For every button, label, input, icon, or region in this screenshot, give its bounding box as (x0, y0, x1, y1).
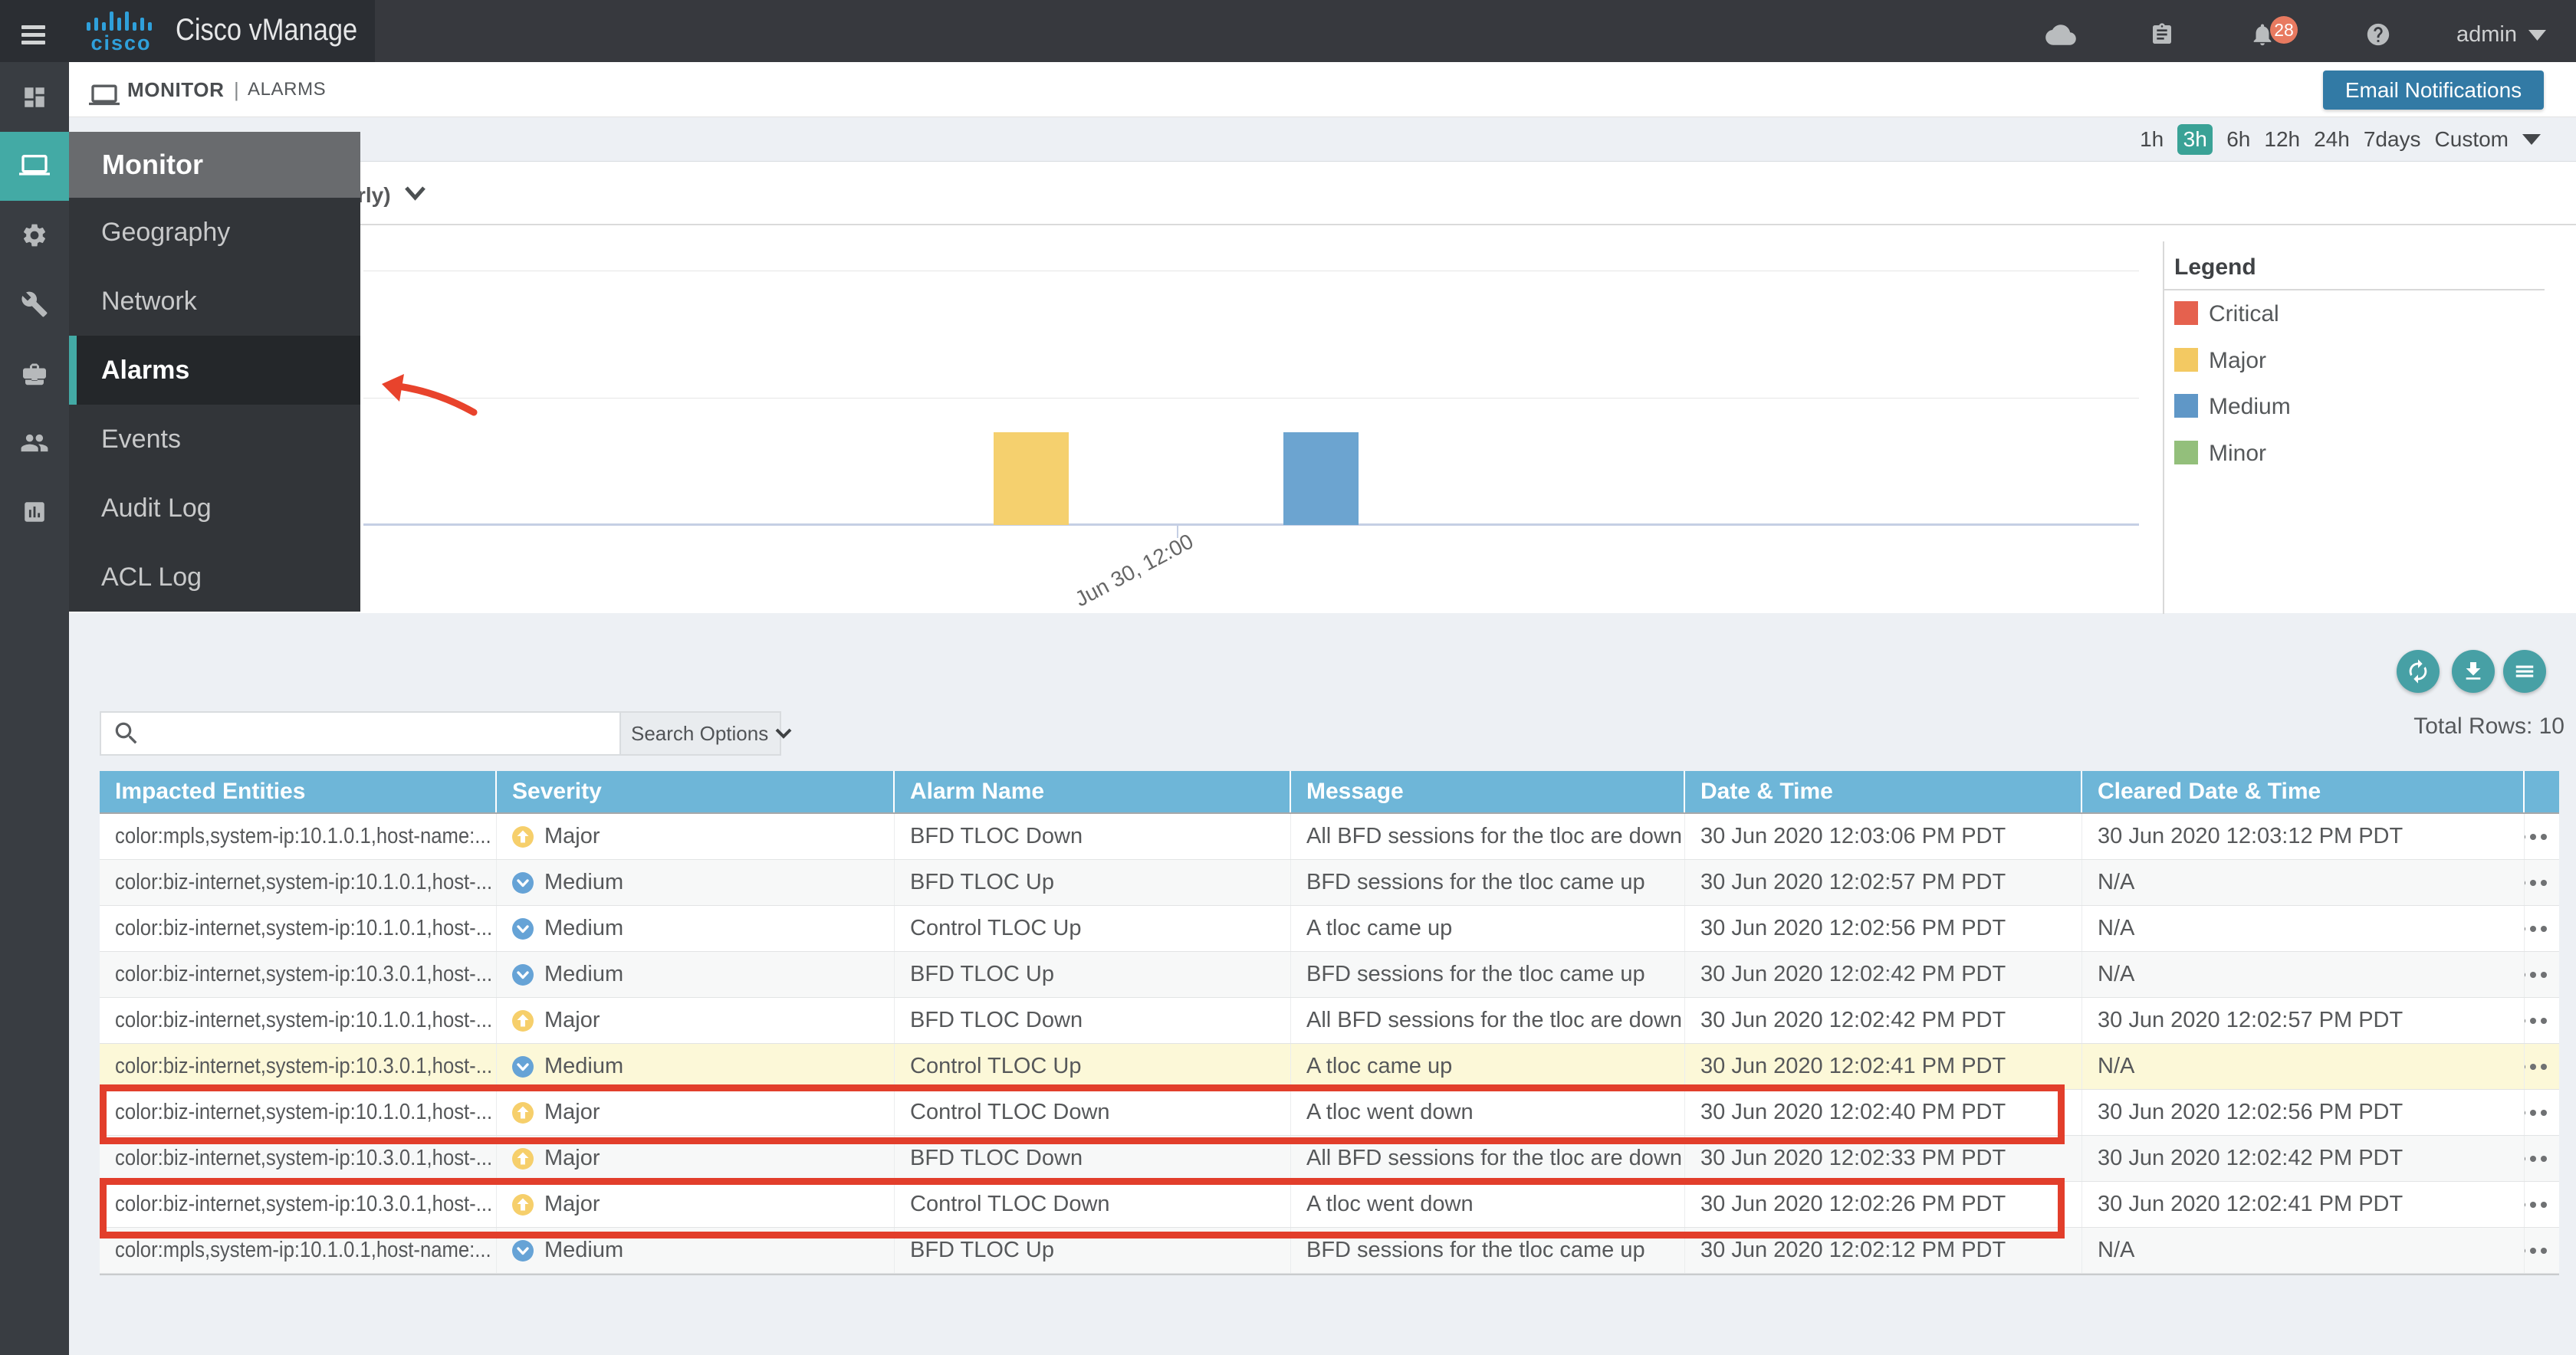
svg-text:cisco: cisco (90, 31, 151, 51)
